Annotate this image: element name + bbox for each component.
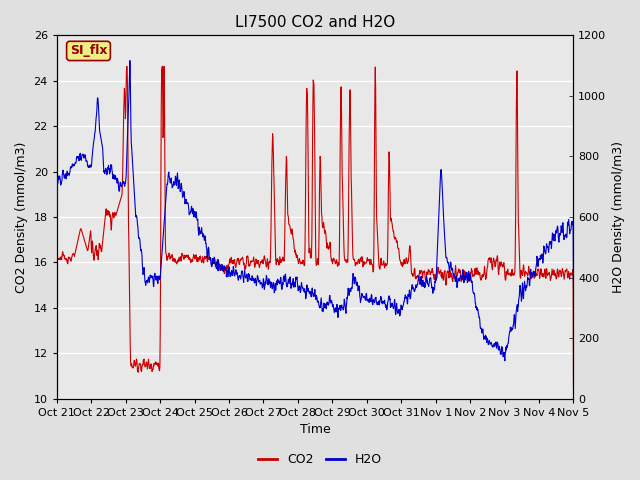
Text: SI_flx: SI_flx (70, 45, 108, 58)
Legend: CO2, H2O: CO2, H2O (253, 448, 387, 471)
Y-axis label: H2O Density (mmol/m3): H2O Density (mmol/m3) (612, 141, 625, 293)
Title: LI7500 CO2 and H2O: LI7500 CO2 and H2O (235, 15, 396, 30)
Y-axis label: CO2 Density (mmol/m3): CO2 Density (mmol/m3) (15, 141, 28, 293)
X-axis label: Time: Time (300, 423, 330, 436)
